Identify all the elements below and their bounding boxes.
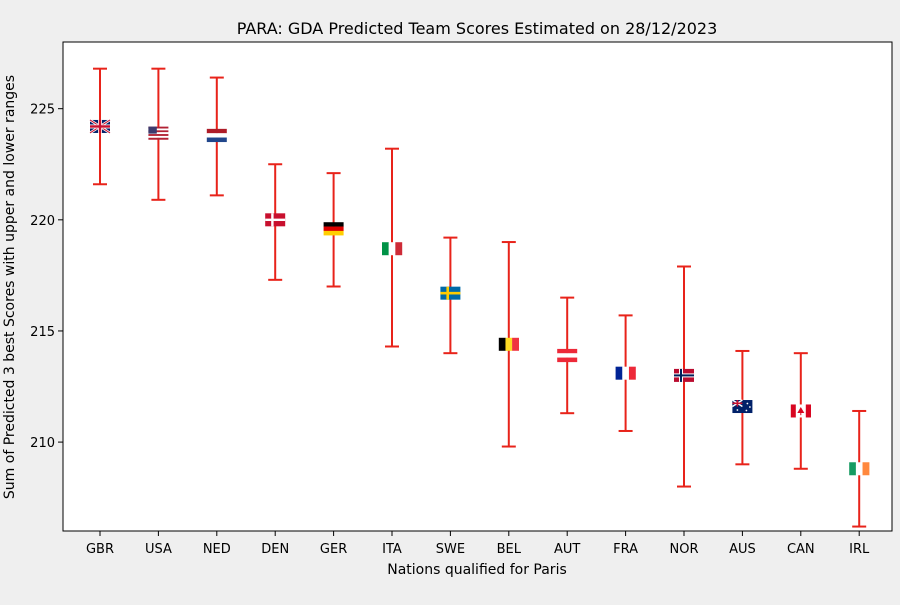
y-axis-label: Sum of Predicted 3 best Scores with uppe… — [2, 75, 18, 499]
flag-nor-icon — [674, 368, 694, 382]
y-tick-label: 220 — [30, 214, 55, 229]
x-tick-label: USA — [145, 542, 172, 557]
x-tick-label: CAN — [787, 542, 815, 557]
x-tick-label: BEL — [497, 542, 522, 557]
flag-usa-icon — [148, 126, 169, 140]
plot-area — [62, 41, 893, 532]
flag-gbr-icon — [89, 118, 111, 135]
flag-irl-icon — [849, 462, 870, 476]
chart-title: PARA: GDA Predicted Team Scores Estimate… — [237, 19, 718, 38]
error-bar-aus — [731, 349, 753, 466]
x-tick-label: AUT — [554, 542, 580, 557]
y-tick-label: 215 — [30, 325, 55, 340]
x-axis: GBR USA NED DEN GER ITA SWE BEL AUT FRA NOR AUS CAN I… — [86, 531, 870, 557]
error-bar-aut — [557, 296, 578, 415]
x-tick-label: GBR — [86, 542, 114, 557]
x-tick-label: ITA — [382, 542, 402, 557]
y-tick-label: 210 — [30, 436, 55, 451]
error-bar-swe — [440, 236, 461, 355]
error-bar-can — [790, 352, 811, 470]
flag-swe-icon — [440, 286, 461, 300]
x-tick-label: NED — [203, 542, 231, 557]
x-axis-label: Nations qualified for Paris — [387, 562, 567, 578]
error-bar-gbr — [89, 67, 111, 186]
flag-can-icon — [790, 404, 811, 418]
flag-den-icon — [265, 213, 286, 227]
error-bar-irl — [849, 409, 870, 528]
flag-ger-icon — [323, 222, 344, 236]
error-bar-ita — [382, 147, 403, 348]
y-tick-label: 225 — [30, 103, 55, 118]
flag-aut-icon — [557, 348, 578, 363]
error-bar-nor — [674, 265, 694, 488]
error-bar-usa — [148, 67, 169, 201]
flag-bel-icon — [498, 337, 519, 351]
x-tick-label: SWE — [436, 542, 465, 557]
y-axis: 210 215 220 225 — [30, 103, 63, 451]
x-tick-label: GER — [320, 542, 347, 557]
error-bar-fra — [615, 314, 636, 432]
x-tick-label: AUS — [729, 542, 756, 557]
error-bar-den — [265, 163, 286, 281]
flag-ita-icon — [382, 242, 403, 256]
x-tick-label: DEN — [261, 542, 289, 557]
error-bar-ned — [206, 76, 227, 197]
x-tick-label: NOR — [670, 542, 699, 557]
error-bar-ger — [323, 172, 344, 288]
x-tick-label: FRA — [613, 542, 638, 557]
x-tick-label: IRL — [849, 542, 870, 557]
flag-aus-icon — [731, 399, 753, 414]
flag-fra-icon — [615, 366, 636, 380]
error-bar-bel — [498, 241, 519, 448]
flag-ned-icon — [206, 128, 227, 143]
error-bars — [89, 67, 870, 528]
